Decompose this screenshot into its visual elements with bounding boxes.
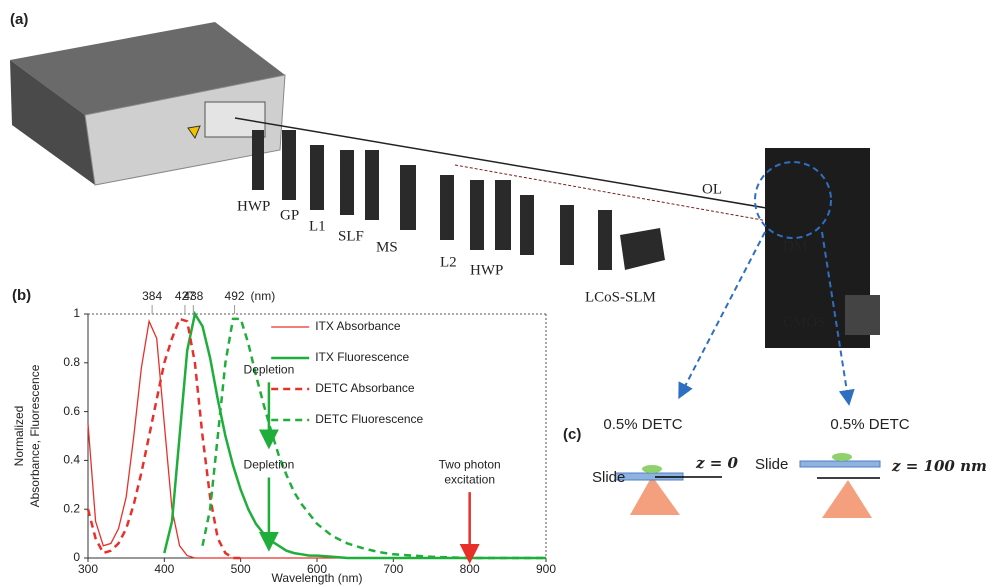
x-tick-label: 900 <box>536 562 556 576</box>
y-tick-label: 0.4 <box>63 453 80 467</box>
sample-title: 0.5% DETC <box>830 416 909 433</box>
panel-label: (b) <box>12 287 31 304</box>
x-axis-label: Wavelength (nm) <box>272 571 363 585</box>
annotation-text: Two photon <box>439 457 501 471</box>
x-tick-label: 400 <box>154 562 174 576</box>
peak-label: 384 <box>142 289 162 303</box>
component-label: HWP <box>470 262 503 278</box>
y-axis-label: Absorbance, Fluorescence <box>28 364 42 507</box>
component-label: OL <box>702 181 722 197</box>
x-tick-label: 600 <box>307 562 327 576</box>
z-label: z = 0 <box>695 454 739 472</box>
peak-label: 438 <box>183 289 203 303</box>
legend-label: DETC Fluorescence <box>315 412 423 426</box>
panel-label: (c) <box>563 426 581 443</box>
setup-drawing <box>10 22 880 406</box>
legend-label: ITX Fluorescence <box>315 350 409 364</box>
z-label: z = 100 nm <box>891 457 987 475</box>
legend-label: DETC Absorbance <box>315 381 415 395</box>
series-line <box>86 317 241 560</box>
component-label: CMOS <box>783 314 826 330</box>
x-tick-label: 300 <box>78 562 98 576</box>
annotation-text: excitation <box>444 472 495 486</box>
component-label: L2 <box>440 254 457 270</box>
component-label: L1 <box>309 218 326 234</box>
x-tick-label: 700 <box>383 562 403 576</box>
component-label: HWP <box>237 198 270 214</box>
y-tick-label: 0.6 <box>63 404 80 418</box>
peak-label: 492 <box>225 289 245 303</box>
y-tick-label: 0 <box>73 550 80 564</box>
annotation-text: Depletion <box>244 458 295 472</box>
y-tick-label: 0.8 <box>63 355 80 369</box>
y-tick-label: 0.2 <box>63 501 80 515</box>
x-tick-label: 500 <box>231 562 251 576</box>
series-line <box>201 317 546 560</box>
legend-label: ITX Absorbance <box>315 319 401 333</box>
sample-drawing <box>614 453 881 518</box>
peak-unit: (nm) <box>251 289 276 303</box>
x-tick-label: 800 <box>460 562 480 576</box>
annotation-text: Depletion <box>244 362 295 376</box>
component-label: MS <box>376 239 398 255</box>
y-axis-label: Normalized <box>12 406 26 467</box>
peak-label: 427 <box>175 289 195 303</box>
panel-label: (a) <box>10 11 28 28</box>
component-label: SLF <box>338 228 364 244</box>
component-label: LCoS-SLM <box>585 289 656 305</box>
sample-title: 0.5% DETC <box>603 416 682 433</box>
component-label: GP <box>280 207 299 223</box>
slide-label: Slide <box>592 469 625 486</box>
y-tick-label: 1 <box>73 306 80 320</box>
slide-label: Slide <box>755 456 788 473</box>
component-label: DM <box>783 238 807 254</box>
